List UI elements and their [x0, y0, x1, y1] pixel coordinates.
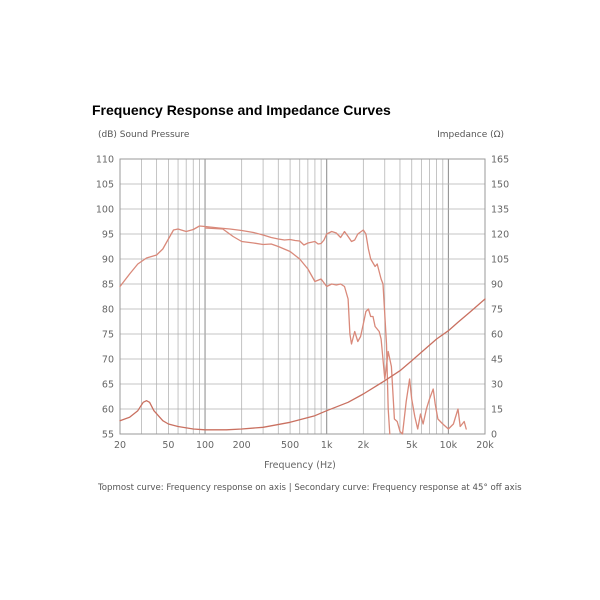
y-right-tick-label: 75 — [491, 305, 503, 316]
y-right-tick-label: 30 — [491, 380, 503, 391]
grid — [119, 158, 486, 435]
x-tick-label: 200 — [233, 440, 251, 451]
y-right-tick-label: 105 — [491, 255, 509, 266]
plot-frame — [119, 158, 486, 435]
y-left-tick-label: 90 — [102, 255, 114, 266]
y-left-tick-label: 100 — [96, 205, 114, 216]
y-right-tick-label: 0 — [491, 430, 497, 441]
y-right-tick-label: 120 — [491, 230, 509, 241]
left-axis-label: (dB) Sound Pressure — [98, 130, 190, 140]
x-tick-label: 2k — [358, 440, 370, 451]
tick-labels: 20 50 100 200 500 1k 2k 5k 10k 20k 55 60 65 70 75 80 85 9… — [96, 155, 509, 452]
x-tick-label: 1k — [321, 440, 333, 451]
y-left-tick-label: 105 — [96, 180, 114, 191]
y-left-tick-label: 70 — [102, 355, 114, 366]
x-tick-label: 50 — [162, 440, 174, 451]
y-left-tick-label: 85 — [102, 280, 114, 291]
y-left-tick-label: 80 — [102, 305, 114, 316]
y-right-tick-label: 15 — [491, 405, 503, 416]
y-right-tick-label: 135 — [491, 205, 509, 216]
x-tick-label: 500 — [281, 440, 299, 451]
y-right-tick-label: 150 — [491, 180, 509, 191]
x-axis-label: Frequency (Hz) — [264, 460, 336, 471]
off-axis-response-line — [204, 227, 467, 435]
right-axis-label: Impedance (Ω) — [437, 130, 504, 140]
on-axis-response-line — [119, 225, 391, 435]
y-right-tick-label: 60 — [491, 330, 503, 341]
chart-title: Frequency Response and Impedance Curves — [92, 102, 391, 118]
y-left-tick-label: 75 — [102, 330, 114, 341]
series-group — [119, 225, 486, 435]
y-left-tick-label: 60 — [102, 405, 114, 416]
y-left-tick-label: 110 — [96, 155, 114, 166]
chart-caption: Topmost curve: Frequency response on axi… — [98, 483, 522, 493]
x-tick-label: 20k — [476, 440, 494, 451]
x-tick-label: 20 — [114, 440, 126, 451]
impedance-line — [119, 298, 486, 431]
y-left-tick-label: 95 — [102, 230, 114, 241]
y-right-tick-label: 90 — [491, 280, 503, 291]
y-right-tick-label: 45 — [491, 355, 503, 366]
y-right-tick-label: 165 — [491, 155, 509, 166]
x-tick-label: 5k — [406, 440, 418, 451]
x-tick-label: 10k — [440, 440, 458, 451]
y-left-tick-label: 55 — [102, 430, 114, 441]
y-left-tick-label: 65 — [102, 380, 114, 391]
x-tick-label: 100 — [196, 440, 214, 451]
